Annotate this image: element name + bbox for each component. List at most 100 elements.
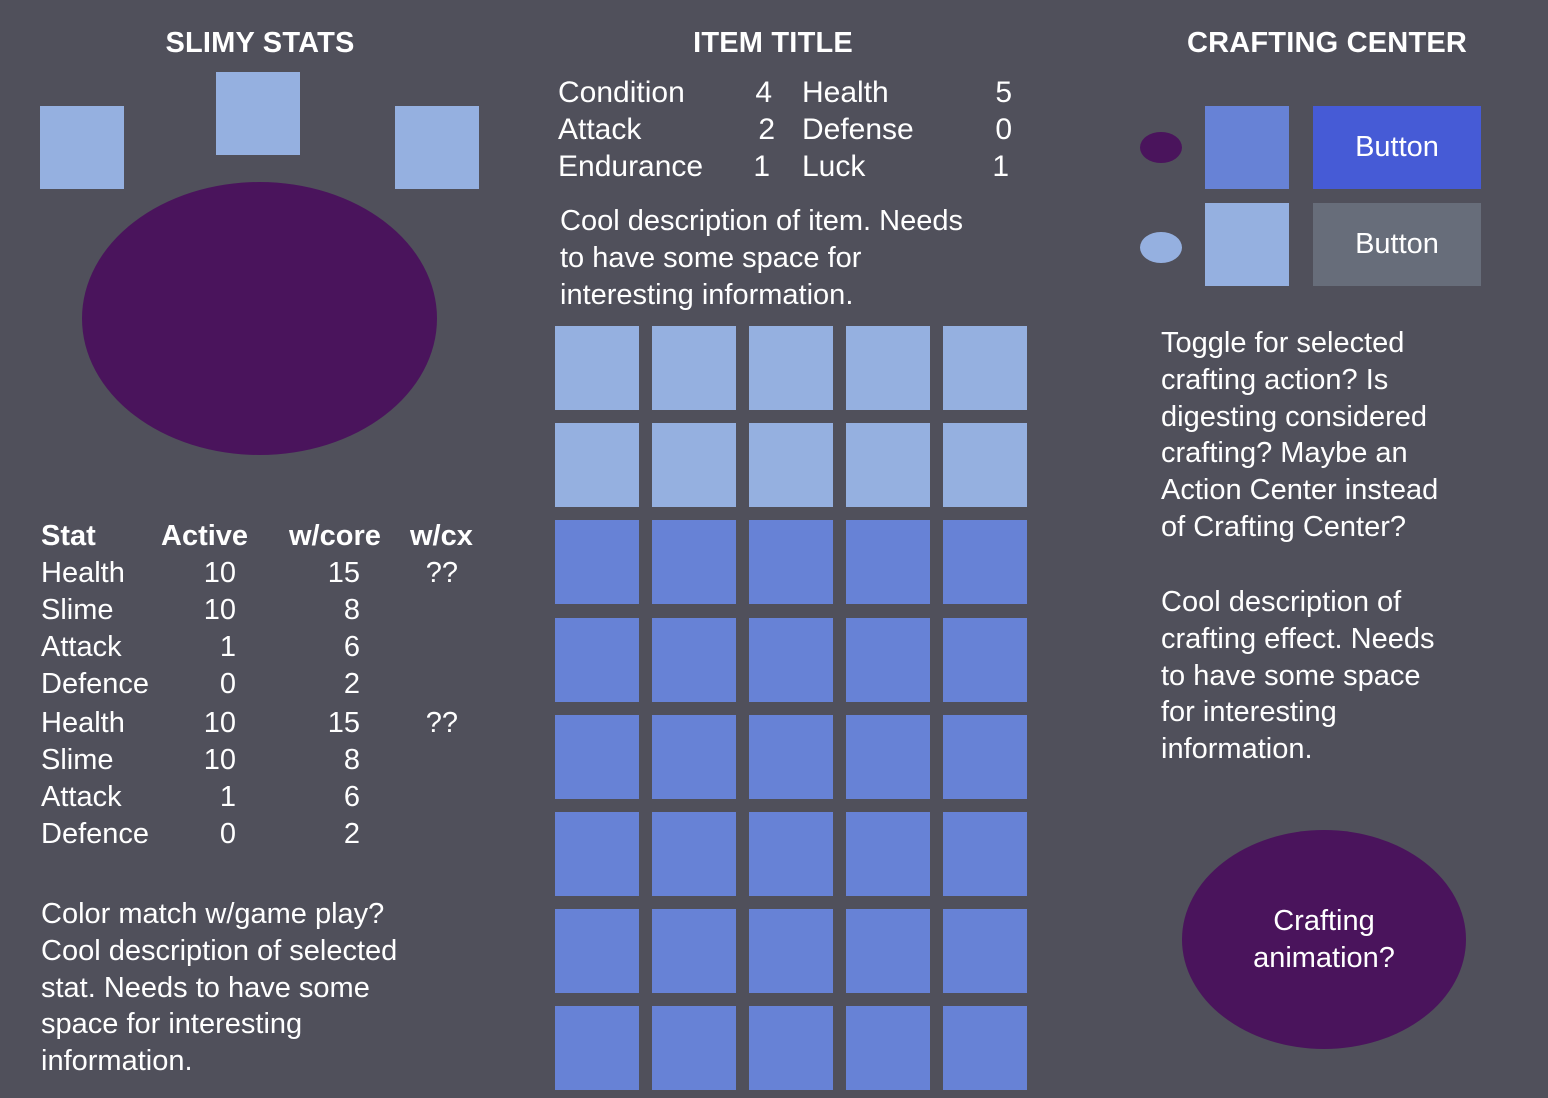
item-stat-name: Condition <box>558 76 685 109</box>
stats-header-stat: Stat <box>41 520 96 552</box>
equipment-slot-left[interactable] <box>40 106 124 189</box>
inventory-slot[interactable] <box>555 326 639 410</box>
stat-cx-value: ?? <box>425 557 458 589</box>
item-stat-value: 1 <box>992 150 1009 183</box>
item-stat-value: 1 <box>753 150 770 183</box>
stat-core-value: 8 <box>343 594 360 626</box>
item-stat-name: Luck <box>802 150 866 183</box>
inventory-slot[interactable] <box>846 520 930 604</box>
stat-core-value: 8 <box>343 744 360 776</box>
item-stat-value: 0 <box>995 113 1012 146</box>
stats-header-cx: w/cx <box>410 520 473 552</box>
stat-core-value: 15 <box>327 707 360 739</box>
stat-active-value: 10 <box>203 744 236 776</box>
item-stat-value: 5 <box>995 76 1012 109</box>
inventory-slot[interactable] <box>652 812 736 896</box>
slimy-stats-title: SLIMY STATS <box>165 27 355 59</box>
stat-name[interactable]: Slime <box>41 594 114 626</box>
inventory-slot[interactable] <box>652 423 736 507</box>
inventory-slot[interactable] <box>652 326 736 410</box>
item-stat-name: Attack <box>558 113 642 146</box>
inventory-slot[interactable] <box>555 423 639 507</box>
inventory-slot[interactable] <box>749 326 833 410</box>
stat-name[interactable]: Slime <box>41 744 114 776</box>
inventory-slot[interactable] <box>555 812 639 896</box>
crafting-effect-description: Cool description of crafting effect. Nee… <box>1161 586 1435 766</box>
inventory-slot[interactable] <box>846 715 930 799</box>
inventory-slot[interactable] <box>555 520 639 604</box>
inventory-slot[interactable] <box>749 909 833 993</box>
inventory-slot[interactable] <box>749 715 833 799</box>
inventory-slot[interactable] <box>749 423 833 507</box>
item-description: Cool description of item. Needs to have … <box>560 205 963 311</box>
stat-active-value: 10 <box>203 594 236 626</box>
crafting-option-radio[interactable] <box>1140 232 1182 263</box>
inventory-slot[interactable] <box>749 1006 833 1090</box>
stat-active-value: 10 <box>203 557 236 589</box>
crafting-option-radio-selected[interactable] <box>1140 132 1182 163</box>
inventory-slot[interactable] <box>652 1006 736 1090</box>
stat-active-value: 0 <box>219 818 236 850</box>
inventory-slot[interactable] <box>943 909 1027 993</box>
stat-cx-value: ?? <box>425 707 458 739</box>
inventory-slot[interactable] <box>555 618 639 702</box>
stat-active-value: 10 <box>203 707 236 739</box>
inventory-slot[interactable] <box>943 423 1027 507</box>
item-stat-name: Endurance <box>558 150 704 183</box>
crafting-primary-button[interactable]: Button <box>1313 106 1481 189</box>
crafting-animation-label: Crafting animation? <box>1253 904 1395 974</box>
stat-name[interactable]: Attack <box>41 631 122 663</box>
crafting-center-title: CRAFTING CENTER <box>1186 27 1468 59</box>
inventory-slot[interactable] <box>846 812 930 896</box>
inventory-slot[interactable] <box>652 618 736 702</box>
inventory-slot[interactable] <box>943 715 1027 799</box>
inventory-slot[interactable] <box>846 423 930 507</box>
inventory-slot[interactable] <box>846 618 930 702</box>
crafting-slot-2[interactable] <box>1205 203 1289 286</box>
inventory-slot[interactable] <box>943 520 1027 604</box>
inventory-slot[interactable] <box>555 909 639 993</box>
stat-name[interactable]: Attack <box>41 781 122 813</box>
stat-core-value: 2 <box>343 818 360 850</box>
stats-header-active: Active <box>161 520 249 552</box>
stat-active-value: 1 <box>219 781 236 813</box>
stats-header-core: w/core <box>289 520 381 552</box>
inventory-slot[interactable] <box>846 1006 930 1090</box>
stat-name[interactable]: Defence <box>41 818 150 850</box>
inventory-slot[interactable] <box>555 1006 639 1090</box>
item-stat-name: Health <box>802 76 889 109</box>
stat-name[interactable]: Defence <box>41 668 150 700</box>
inventory-slot[interactable] <box>555 715 639 799</box>
item-stat-value: 4 <box>755 76 772 109</box>
inventory-slot[interactable] <box>943 618 1027 702</box>
stat-core-value: 15 <box>327 557 360 589</box>
equipment-slot-right[interactable] <box>395 106 479 189</box>
inventory-slot[interactable] <box>652 715 736 799</box>
inventory-slot[interactable] <box>749 520 833 604</box>
inventory-slot[interactable] <box>943 326 1027 410</box>
stat-name[interactable]: Health <box>41 557 125 589</box>
inventory-slot[interactable] <box>943 812 1027 896</box>
inventory-slot[interactable] <box>652 520 736 604</box>
stat-core-value: 6 <box>343 631 360 663</box>
stat-active-value: 0 <box>219 668 236 700</box>
stat-active-value: 1 <box>219 631 236 663</box>
stat-name[interactable]: Health <box>41 707 125 739</box>
inventory-slot[interactable] <box>943 1006 1027 1090</box>
inventory-slot[interactable] <box>846 909 930 993</box>
stat-core-value: 2 <box>343 668 360 700</box>
inventory-slot[interactable] <box>749 618 833 702</box>
item-title: ITEM TITLE <box>693 27 853 59</box>
inventory-slot[interactable] <box>652 909 736 993</box>
slime-character[interactable] <box>82 182 437 455</box>
item-stat-name: Defense <box>802 113 914 146</box>
equipment-slot-top[interactable] <box>216 72 300 155</box>
inventory-slot[interactable] <box>846 326 930 410</box>
crafting-toggle-text: Toggle for selected crafting action? Is … <box>1161 327 1439 543</box>
crafting-slot-1[interactable] <box>1205 106 1289 189</box>
stat-core-value: 6 <box>343 781 360 813</box>
crafting-secondary-button[interactable]: Button <box>1313 203 1481 286</box>
stat-description: Color match w/game play? Cool descriptio… <box>41 898 398 1078</box>
item-stat-value: 2 <box>758 113 775 146</box>
inventory-slot[interactable] <box>749 812 833 896</box>
